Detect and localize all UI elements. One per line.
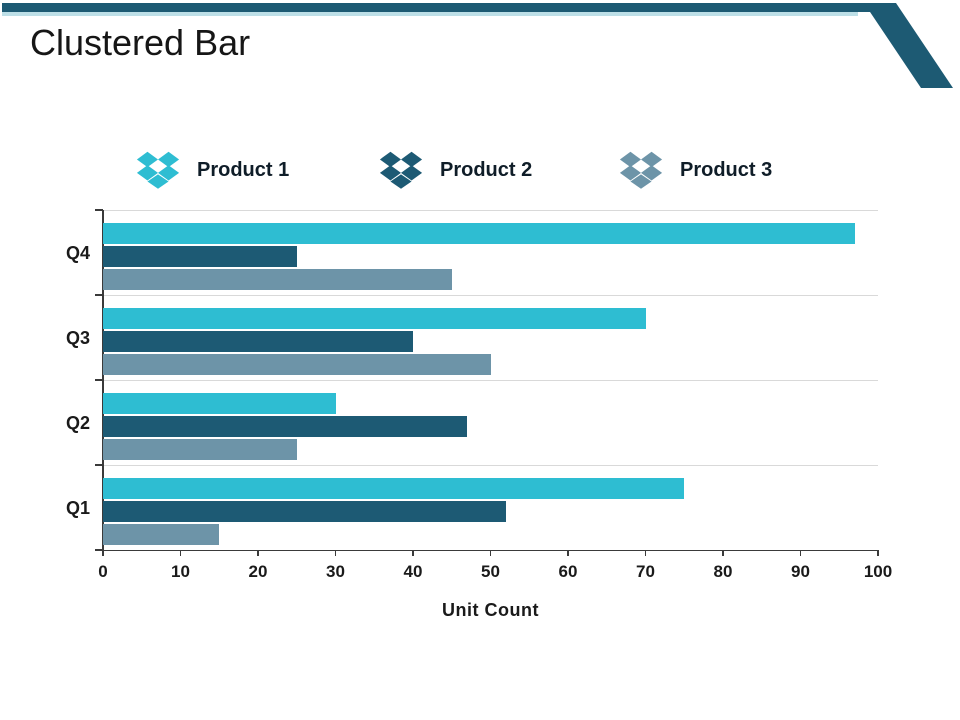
- header-diagonal-ribbon: [864, 3, 953, 88]
- x-axis-tick: [102, 550, 104, 556]
- bar-q2-product-1: [103, 393, 336, 414]
- dropbox-icon: [619, 151, 663, 189]
- bar-q4-product-2: [103, 246, 297, 267]
- y-axis-tick: [95, 464, 103, 466]
- category-label-q3: Q3: [65, 327, 90, 348]
- x-tick-label-40: 40: [403, 562, 423, 581]
- x-tick-label-90: 90: [791, 562, 810, 581]
- x-axis-tick: [334, 550, 337, 556]
- legend-label-product-3: Product 3: [680, 158, 773, 181]
- dropbox-icon: [136, 151, 180, 189]
- x-axis-tick: [644, 550, 647, 556]
- x-axis-tick: [257, 550, 259, 556]
- x-axis-tick: [877, 550, 879, 556]
- bar-q1-product-3: [103, 524, 220, 545]
- x-axis-tick: [412, 550, 414, 556]
- bar-q3-product-1: [103, 308, 646, 329]
- y-axis-tick: [95, 209, 103, 211]
- y-axis-tick: [95, 379, 103, 381]
- bar-q3-product-2: [103, 331, 413, 352]
- header-accent-line: [2, 12, 858, 16]
- x-tick-label-0: 0: [98, 562, 108, 581]
- category-label-q1: Q1: [65, 497, 90, 518]
- x-tick-label-30: 30: [326, 562, 345, 581]
- x-tick-label-70: 70: [636, 562, 655, 581]
- x-tick-label-100: 100: [863, 562, 893, 581]
- dropbox-icon: [379, 151, 423, 189]
- bar-q4-product-3: [103, 269, 452, 290]
- x-axis-tick: [179, 550, 182, 556]
- x-tick-label-60: 60: [558, 562, 578, 581]
- legend-item-product-1: Product 1: [135, 146, 289, 194]
- legend-item-product-3: Product 3: [618, 146, 772, 194]
- legend-label-product-2: Product 2: [440, 158, 533, 181]
- x-tick-label-10: 10: [171, 562, 190, 581]
- legend-item-product-2: Product 2: [378, 146, 532, 194]
- x-axis-tick: [799, 550, 802, 556]
- x-tick-label-50: 50: [481, 562, 500, 581]
- x-axis-title: Unit Count: [442, 600, 539, 620]
- x-axis-tick: [722, 550, 724, 556]
- bar-q4-product-1: [103, 223, 855, 244]
- bar-q3-product-3: [103, 354, 491, 375]
- header-decoration: [2, 3, 953, 88]
- bar-q1-product-1: [103, 478, 685, 499]
- gridline: [103, 464, 878, 466]
- gridline: [103, 294, 878, 296]
- bar-q1-product-2: [103, 501, 506, 522]
- gridline: [103, 379, 878, 381]
- bar-q2-product-2: [103, 416, 468, 437]
- y-axis-tick: [95, 549, 103, 551]
- x-tick-label-80: 80: [713, 562, 733, 581]
- header-band: [2, 3, 874, 12]
- legend-label-product-1: Product 1: [197, 158, 290, 181]
- category-label-q2: Q2: [65, 412, 90, 433]
- y-axis-tick: [95, 294, 103, 296]
- x-tick-label-20: 20: [248, 562, 268, 581]
- gridline: [103, 209, 878, 211]
- x-axis-tick: [567, 550, 569, 556]
- bar-q2-product-3: [103, 439, 297, 460]
- category-label-q4: Q4: [65, 242, 90, 263]
- slide-title: Clustered Bar: [30, 22, 251, 63]
- clustered-bar-chart-plot-area: 0 10 20 30 40 50 60 70 80 90 100 Q4 Q3 Q2 Q1: [66, 209, 892, 581]
- x-axis-tick: [489, 550, 492, 556]
